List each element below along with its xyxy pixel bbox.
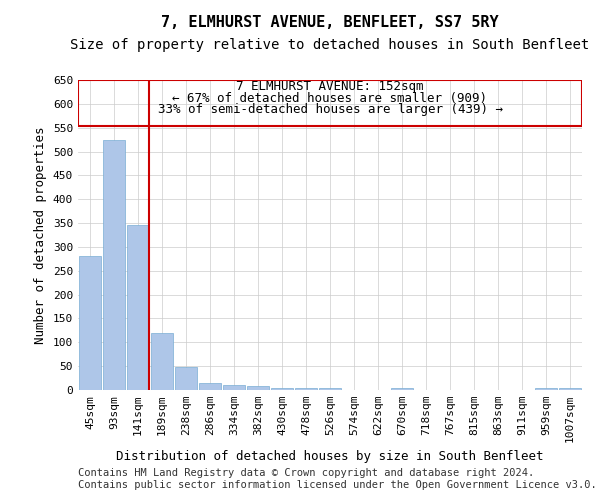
Bar xyxy=(391,388,413,390)
Text: Contains public sector information licensed under the Open Government Licence v3: Contains public sector information licen… xyxy=(78,480,597,490)
Bar xyxy=(295,388,317,390)
Text: 7, ELMHURST AVENUE, BENFLEET, SS7 5RY: 7, ELMHURST AVENUE, BENFLEET, SS7 5RY xyxy=(161,15,499,30)
Bar xyxy=(78,80,582,126)
Bar xyxy=(79,256,101,390)
Y-axis label: Number of detached properties: Number of detached properties xyxy=(34,126,47,344)
Bar xyxy=(223,385,245,390)
Bar xyxy=(175,367,197,390)
Text: Contains HM Land Registry data © Crown copyright and database right 2024.: Contains HM Land Registry data © Crown c… xyxy=(78,468,534,477)
Bar xyxy=(535,388,557,390)
Bar xyxy=(103,140,125,390)
Bar xyxy=(559,388,581,390)
Bar xyxy=(199,383,221,390)
Text: ← 67% of detached houses are smaller (909): ← 67% of detached houses are smaller (90… xyxy=(173,92,487,104)
X-axis label: Distribution of detached houses by size in South Benfleet: Distribution of detached houses by size … xyxy=(116,450,544,464)
Text: Size of property relative to detached houses in South Benfleet: Size of property relative to detached ho… xyxy=(70,38,590,52)
Bar xyxy=(271,388,293,390)
Bar xyxy=(151,333,173,390)
Bar xyxy=(247,386,269,390)
Bar xyxy=(127,226,149,390)
Text: 33% of semi-detached houses are larger (439) →: 33% of semi-detached houses are larger (… xyxy=(157,103,503,116)
Text: 7 ELMHURST AVENUE: 152sqm: 7 ELMHURST AVENUE: 152sqm xyxy=(236,80,424,93)
Bar xyxy=(319,388,341,390)
